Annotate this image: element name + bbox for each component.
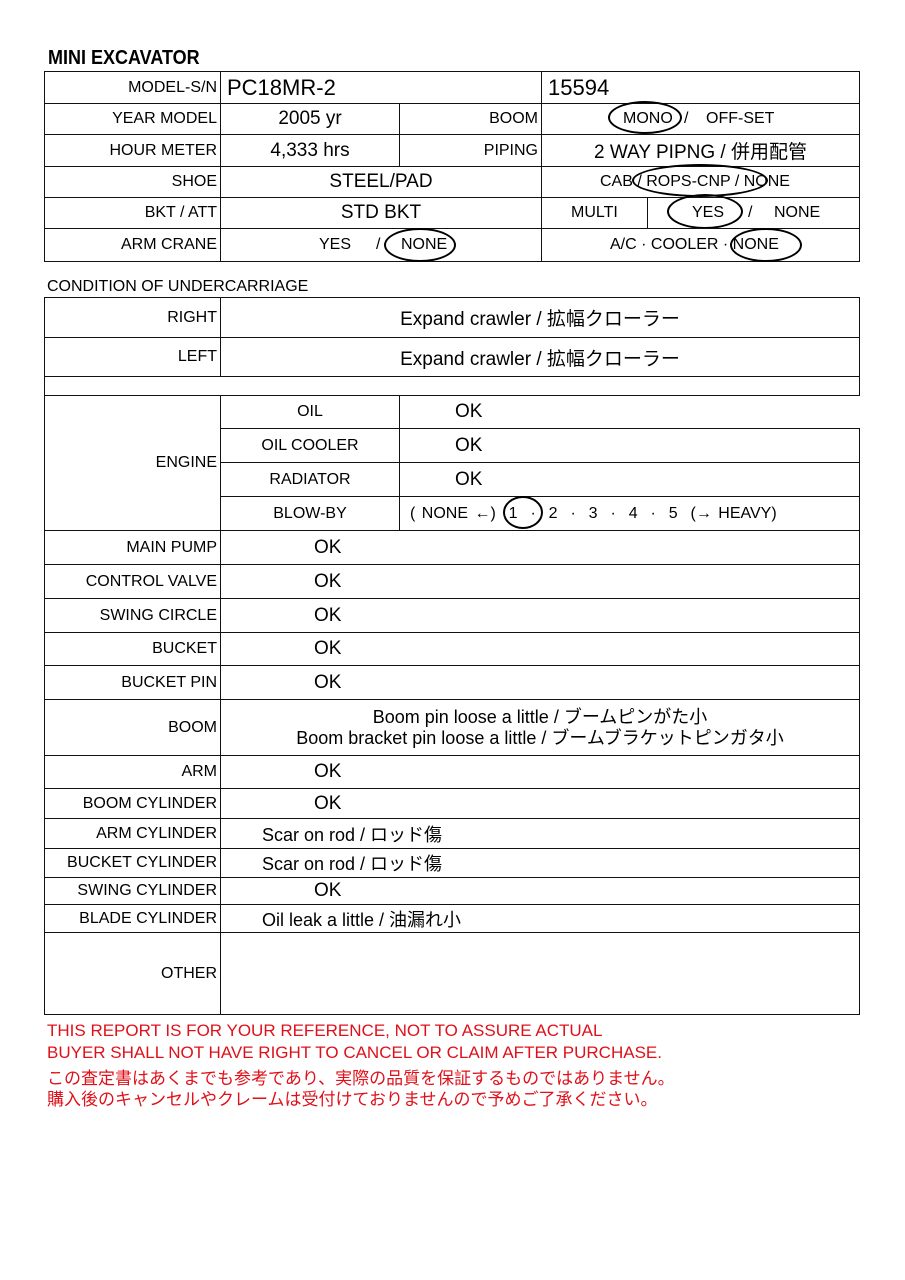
boom-value: Boom pin loose a little / ブームピンがた小 Boom … (220, 699, 860, 756)
year-label: YEAR MODEL (44, 103, 221, 135)
selection-circle (730, 228, 802, 262)
shoe-label: SHOE (44, 166, 221, 198)
shoe-value: STEEL/PAD (220, 166, 542, 198)
radiator-label: RADIATOR (220, 462, 400, 497)
boom-line-2: Boom bracket pin loose a little / ブームブラケ… (296, 727, 784, 748)
year-value: 2005 yr (220, 103, 400, 135)
control-valve-label: CONTROL VALVE (44, 564, 221, 599)
bucket-value: OK (220, 632, 860, 666)
bkt-value: STD BKT (220, 197, 542, 229)
bucket-pin-label: BUCKET PIN (44, 665, 221, 700)
boom-line-1: Boom pin loose a little / ブームピンがた小 (372, 706, 708, 727)
selection-circle (667, 194, 743, 229)
model-value: PC18MR-2 (220, 71, 542, 104)
bucket-cylinder-label: BUCKET CYLINDER (44, 848, 221, 878)
bucket-pin-value: OK (220, 665, 860, 700)
radiator-value: OK (399, 462, 860, 497)
arm-crane-label: ARM CRANE (44, 228, 221, 262)
disclaimer-line: BUYER SHALL NOT HAVE RIGHT TO CANCEL OR … (47, 1043, 662, 1062)
oil-label: OIL (220, 395, 400, 429)
model-label: MODEL-S/N (44, 71, 221, 104)
bucket-cylinder-value: Scar on rod / ロッド傷 (220, 848, 860, 878)
serial-value: 15594 (541, 71, 860, 104)
hour-label: HOUR METER (44, 134, 221, 167)
swing-circle-label: SWING CIRCLE (44, 598, 221, 633)
right-value: Expand crawler / 拡幅クローラー (220, 297, 860, 338)
multi-label: MULTI (541, 197, 648, 229)
arm-label: ARM (44, 755, 221, 789)
bkt-label: BKT / ATT (44, 197, 221, 229)
disclaimer-line: THIS REPORT IS FOR YOUR REFERENCE, NOT T… (47, 1021, 603, 1040)
separator: / (684, 110, 689, 127)
disclaimer-line: この査定書はあくまでも参考であり、実際の品質を保証するものではありません。 (47, 1069, 675, 1088)
hour-value: 4,333 hrs (220, 134, 400, 167)
engine-label: ENGINE (44, 395, 221, 531)
boom-label: BOOM (44, 699, 221, 756)
spacer-row (44, 376, 860, 396)
boom-type-label: BOOM (399, 103, 542, 135)
swing-circle-value: OK (220, 598, 860, 633)
oil-cooler-value: OK (399, 428, 860, 463)
control-valve-value: OK (220, 564, 860, 599)
blow-by-scale: ( NONE ←) 1 · 2 · 3 · 4 · 5 (→ HEAVY) (399, 496, 860, 531)
boom-type-options: MONO / OFF-SET (541, 103, 860, 135)
selection-circle (608, 101, 682, 134)
page-title: MINI EXCAVATOR (48, 47, 200, 69)
arm-crane-options: YES / NONE (220, 228, 542, 262)
swing-cylinder-value: OK (220, 877, 860, 905)
other-value (220, 932, 860, 1015)
selection-circle (632, 164, 768, 197)
arm-value: OK (220, 755, 860, 789)
ac-options: A/C · COOLER · NONE (541, 228, 860, 262)
arm-crane-option-yes: YES (319, 236, 352, 253)
blow-by-label: BLOW-BY (220, 496, 400, 531)
swing-cylinder-label: SWING CYLINDER (44, 877, 221, 905)
boom-option-offset: OFF-SET (706, 110, 775, 127)
separator: / (748, 204, 753, 221)
bucket-label: BUCKET (44, 632, 221, 666)
left-value: Expand crawler / 拡幅クローラー (220, 337, 860, 377)
piping-value: 2 WAY PIPNG / 併用配管 (541, 134, 860, 167)
piping-label: PIPING (399, 134, 542, 167)
oil-cooler-label: OIL COOLER (220, 428, 400, 463)
multi-option-none: NONE (774, 204, 821, 221)
main-pump-label: MAIN PUMP (44, 530, 221, 565)
blade-cylinder-value: Oil leak a little / 油漏れ小 (220, 904, 860, 933)
boom-cylinder-value: OK (220, 788, 860, 819)
blade-cylinder-label: BLADE CYLINDER (44, 904, 221, 933)
right-label: RIGHT (44, 297, 221, 338)
selection-circle (384, 228, 456, 262)
arm-cylinder-label: ARM CYLINDER (44, 818, 221, 849)
boom-cylinder-label: BOOM CYLINDER (44, 788, 221, 819)
selection-circle (503, 496, 543, 529)
separator: / (376, 236, 381, 253)
other-label: OTHER (44, 932, 221, 1015)
arm-cylinder-value: Scar on rod / ロッド傷 (220, 818, 860, 849)
main-pump-value: OK (220, 530, 860, 565)
disclaimer-line: 購入後のキャンセルやクレームは受付けておりませんので予めご了承ください。 (47, 1090, 658, 1109)
left-label: LEFT (44, 337, 221, 377)
oil-value: OK (399, 395, 860, 429)
undercarriage-heading: CONDITION OF UNDERCARRIAGE (47, 278, 309, 295)
